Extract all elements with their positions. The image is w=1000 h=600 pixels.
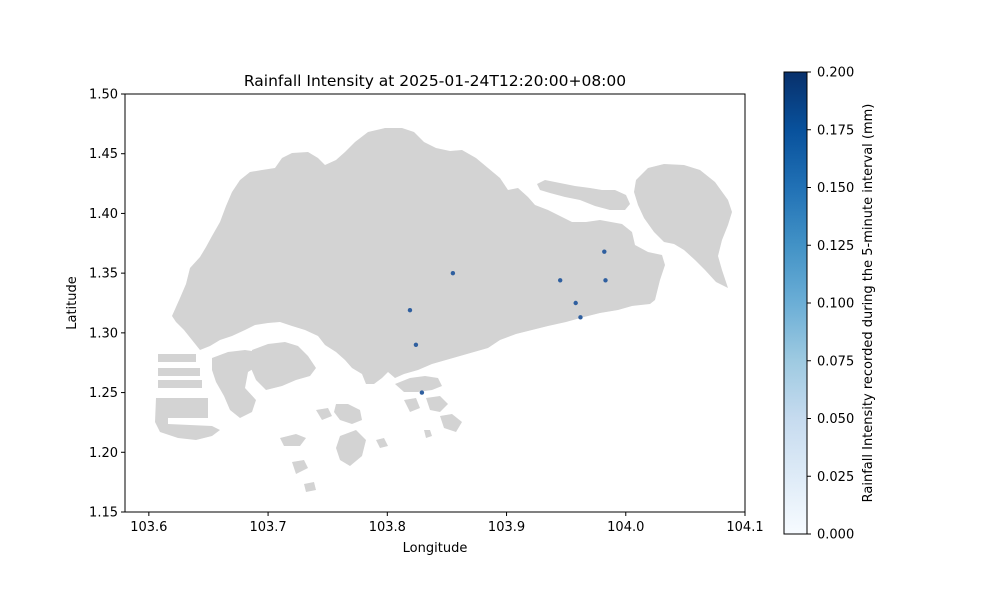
y-tick-label: 1.45: [89, 147, 118, 162]
y-tick-label: 1.35: [89, 267, 118, 282]
main-island-shape: [172, 128, 665, 384]
y-tick-label: 1.20: [89, 446, 118, 461]
tuas-strip-1: [158, 368, 200, 376]
tuas-reclaim-shape: [155, 398, 220, 440]
rainfall-point: [603, 278, 608, 283]
southern-islet-1: [334, 404, 362, 424]
x-tick-label: 103.8: [369, 520, 406, 535]
colorbar-tick-label: 0.000: [817, 528, 854, 543]
southern-islet-3: [336, 430, 366, 466]
pulau-tekong-shape: [634, 164, 732, 288]
colorbar: [783, 71, 808, 535]
y-tick-label: 1.40: [89, 207, 118, 222]
colorbar-tick-label: 0.100: [817, 297, 854, 312]
colorbar-tick-label: 0.200: [817, 66, 854, 81]
colorbar-ticks: 0.000 0.025 0.050 0.075 0.100 0.125 0.150 0.175…: [807, 66, 854, 543]
y-tick-label: 1.30: [89, 326, 118, 341]
southern-islet-2: [316, 408, 332, 420]
colorbar-tick-label: 0.075: [817, 354, 854, 369]
colorbar-label: Rainfall Intensity recorded during the 5…: [861, 104, 876, 503]
x-axis-label: Longitude: [403, 541, 468, 556]
x-tick-label: 103.6: [130, 520, 167, 535]
southern-islet-11: [304, 482, 316, 492]
colorbar-tick-label: 0.175: [817, 123, 854, 138]
rainfall-points: [407, 249, 608, 395]
sentosa-shape: [395, 376, 442, 392]
chart-title: Rainfall Intensity at 2025-01-24T12:20:0…: [244, 72, 626, 90]
y-tick-label: 1.25: [89, 386, 118, 401]
basemap-land: [155, 128, 732, 492]
southern-islet-6: [404, 398, 420, 412]
colorbar-tick-label: 0.050: [817, 412, 854, 427]
x-tick-label: 103.7: [249, 520, 286, 535]
x-axis: 103.6 103.7 103.8 103.9 104.0 104.1: [130, 512, 764, 535]
x-tick-label: 104.0: [607, 520, 644, 535]
rainfall-point: [557, 278, 563, 283]
y-axis: 1.15 1.20 1.25 1.30 1.35 1.40 1.45 1.50: [89, 88, 125, 521]
x-tick-label: 103.9: [488, 520, 525, 535]
jurong-island-shape: [212, 350, 258, 418]
rainfall-point: [407, 307, 413, 313]
tuas-strip-3: [158, 354, 196, 362]
southern-islet-10: [424, 430, 432, 438]
jurong-island-east-shape: [250, 342, 316, 390]
y-axis-label: Latitude: [65, 276, 80, 330]
tuas-strip-2: [158, 380, 202, 388]
pulau-ubin-shape: [537, 180, 630, 210]
rainfall-point: [413, 342, 419, 347]
x-tick-label: 104.1: [726, 520, 763, 535]
rainfall-point: [602, 249, 607, 254]
y-tick-label: 1.15: [89, 506, 118, 521]
plot-frame: [124, 93, 746, 513]
southern-islet-5: [292, 460, 308, 474]
rainfall-point: [578, 315, 583, 320]
southern-islet-7: [426, 396, 448, 412]
southern-islet-4: [280, 434, 306, 446]
rainfall-point: [419, 390, 425, 395]
rainfall-point: [450, 270, 456, 276]
colorbar-tick-label: 0.125: [817, 239, 854, 254]
rainfall-point: [573, 300, 578, 306]
colorbar-tick-label: 0.025: [817, 470, 854, 485]
y-tick-label: 1.50: [89, 88, 118, 103]
southern-islet-8: [440, 414, 462, 432]
colorbar-tick-label: 0.150: [817, 181, 854, 196]
southern-islet-9: [376, 438, 388, 448]
